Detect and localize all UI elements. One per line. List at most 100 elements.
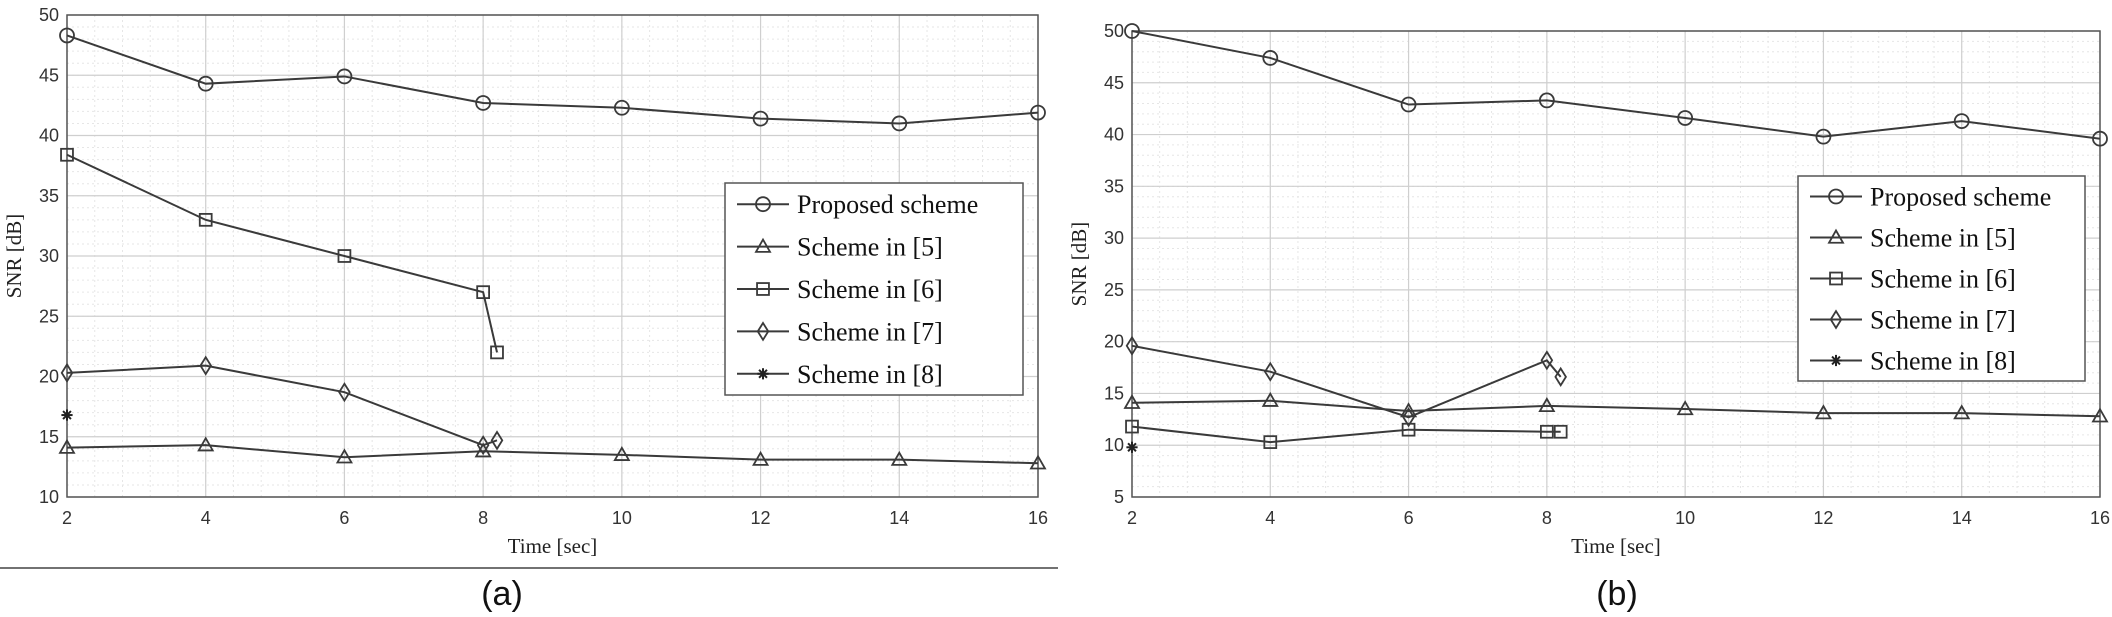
data-point: [337, 249, 352, 263]
legend-marker: [1829, 309, 1843, 330]
legend-label: Scheme in [5]: [797, 233, 943, 262]
series-line: [1131, 399, 2101, 418]
data-point: [1554, 366, 1567, 387]
data-point: [1030, 104, 1046, 121]
data-point: [752, 450, 770, 466]
series-4: [60, 355, 504, 456]
data-point: [613, 446, 631, 461]
data-point: [338, 382, 351, 403]
legend-marker: [755, 196, 771, 213]
data-point: [1953, 404, 1971, 420]
legend-label: Scheme in [5]: [1870, 224, 2016, 253]
data-point: [1400, 96, 1417, 113]
data-point: [1953, 113, 1970, 129]
legend-label: Proposed scheme: [797, 190, 978, 219]
data-point: [1263, 435, 1278, 449]
series-line: [66, 34, 1039, 125]
axes-box: [66, 14, 1039, 498]
series-line: [1131, 344, 1562, 419]
legend-marker: [757, 368, 769, 380]
legend-label: Scheme in [6]: [797, 275, 943, 304]
data-point: [1815, 128, 1832, 145]
legend-marker: [756, 321, 770, 342]
y-tick-label: 10: [39, 487, 59, 507]
data-point: [1676, 400, 1694, 416]
x-tick-label: 14: [889, 508, 909, 528]
axes-box: [1131, 30, 2101, 498]
data-point: [197, 75, 214, 92]
data-point: [1540, 424, 1554, 439]
data-point: [890, 450, 908, 466]
chart-panel-2: 2 4 6 8 10 12 14 16 5 10 15 20 25 30 35 40 45 50 Time [sec…: [1067, 21, 2110, 613]
panel-label: (a): [481, 575, 523, 613]
data-point: [613, 99, 630, 116]
data-point: [490, 430, 504, 451]
y-tick-label: 45: [39, 65, 59, 85]
data-point: [1262, 50, 1279, 66]
legend-marker: [1827, 228, 1845, 244]
legend-label: Scheme in [7]: [797, 317, 943, 346]
x-axis-label: Time [sec]: [1571, 534, 1661, 558]
series-line: [1131, 425, 1561, 444]
y-tick-label: 15: [39, 427, 59, 447]
series-3: [60, 147, 504, 360]
legend-label: Scheme in [6]: [1870, 265, 2016, 294]
x-tick-label: 4: [1265, 508, 1275, 528]
x-tick-label: 12: [751, 508, 771, 528]
y-tick-label: 45: [1104, 73, 1124, 93]
chart-panel-1: 2 4 6 8 10 12 14 16 10 15 20 25 30 35 40 45 50 Time [sec]…: [0, 5, 1058, 613]
data-point: [475, 95, 492, 111]
data-point: [1553, 424, 1568, 439]
y-tick-label: 15: [1104, 383, 1124, 403]
y-tick-label: 25: [39, 306, 59, 326]
data-point: [199, 355, 213, 376]
data-point: [476, 285, 490, 300]
y-tick-label: 20: [39, 367, 59, 387]
y-tick-label: 5: [1114, 487, 1124, 507]
series-2: [1123, 391, 2109, 423]
data-point: [1402, 407, 1415, 428]
x-tick-label: 12: [1813, 508, 1833, 528]
legend-label: Scheme in [7]: [1870, 306, 2016, 335]
y-tick-label: 30: [1104, 228, 1124, 248]
data-point: [1401, 422, 1416, 437]
y-tick-label: 25: [1104, 280, 1124, 300]
x-tick-label: 6: [1404, 508, 1414, 528]
legend: Proposed scheme Scheme in [5] Scheme in [6…: [724, 182, 1024, 396]
data-point: [197, 436, 215, 452]
data-point: [1123, 393, 1141, 409]
data-point: [891, 115, 908, 132]
x-tick-label: 2: [1127, 508, 1137, 528]
y-tick-label: 50: [1104, 21, 1124, 41]
series-1: [59, 27, 1046, 132]
x-tick-label: 10: [612, 508, 632, 528]
series-3: [1125, 419, 1568, 449]
data-point: [1677, 110, 1694, 126]
series-line: [66, 444, 1039, 465]
data-point: [2092, 130, 2108, 147]
x-axis-label: Time [sec]: [508, 534, 598, 558]
series-line: [66, 153, 498, 353]
x-tick-label: 4: [201, 508, 211, 528]
data-point: [476, 435, 490, 456]
data-point: [58, 438, 76, 454]
data-point: [1029, 454, 1047, 470]
data-point: [2091, 407, 2109, 423]
x-tick-label: 16: [2090, 508, 2110, 528]
legend-marker: [754, 237, 772, 253]
data-point: [474, 442, 492, 458]
data-point: [59, 27, 75, 44]
series-4: [1125, 335, 1567, 428]
legend-marker: [756, 282, 770, 296]
legend-label: Proposed scheme: [1870, 183, 2051, 212]
series-2: [58, 436, 1047, 470]
y-tick-label: 50: [39, 5, 59, 25]
data-point: [490, 345, 504, 360]
series-5: [1126, 441, 1138, 453]
panel-label: (b): [1596, 575, 1638, 613]
x-tick-label: 6: [339, 508, 349, 528]
data-point: [61, 409, 73, 421]
y-tick-label: 10: [1104, 435, 1124, 455]
data-point: [1124, 23, 1140, 39]
